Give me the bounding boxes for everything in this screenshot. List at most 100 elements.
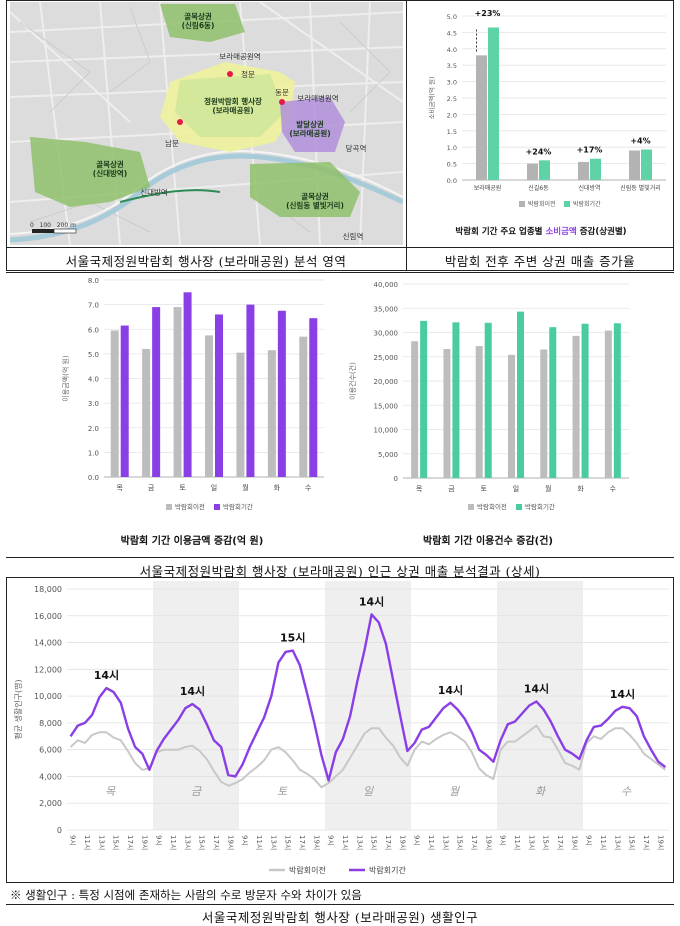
x-category-label: 신길6동 xyxy=(528,184,549,192)
chart4-population: 0 2,000 4,000 6,000 8,000 10,000 12,000 14,000 1… xyxy=(7,578,673,882)
x-hour-label: 17시 xyxy=(384,835,392,850)
map-label-gol-byeolbit: 골목상권 (신림동 별빛거리) xyxy=(286,192,344,210)
map-image xyxy=(10,2,403,245)
day-label: 금 xyxy=(191,785,202,798)
map-label-gate-dong: 동문 xyxy=(275,88,289,97)
x-hour-label: 15시 xyxy=(542,835,550,850)
x-hour-label: 15시 xyxy=(628,835,636,850)
y-tick-label: 5.0 xyxy=(88,351,99,359)
bar-before xyxy=(443,348,451,478)
chart1-sales-growth: 0.0 0.5 1.0 1.5 2.0 2.5 3.0 3.5 4.0 4.5 5.0 보라매공원 신길… xyxy=(410,2,672,245)
y-axis-label: 이용건수(건) xyxy=(348,362,357,400)
series-line-during xyxy=(69,613,667,782)
population-note: ※ 생활인구 : 특정 시점에 존재하는 사람의 수로 방문자 수와 차이가 있… xyxy=(10,888,362,902)
chart2-amount: 0.0 1.0 2.0 3.0 4.0 5.0 6.0 7.0 8.0 목 금 토 일 월 화 수 이용금액(억… xyxy=(56,272,328,552)
map-caption: 서울국제정원박람회 행사장 (보라매공원) 분석 영역 xyxy=(65,254,347,269)
y-tick-label: 18,000 xyxy=(34,585,62,594)
legend-label: 박람회기간 xyxy=(573,200,601,208)
chart2-title: 박람회 기간 이용금액 증감(억 원) xyxy=(120,536,264,547)
chart1-caption: 박람회 전후 주변 상권 매출 증가율 xyxy=(444,254,636,269)
bar-before xyxy=(475,346,483,478)
map-label-gate-jeong: 정문 xyxy=(241,70,255,79)
y-axis-label: 평균 생활인구(명) xyxy=(13,679,23,739)
growth-annotation: +24% xyxy=(526,147,552,156)
chart3-count: 0 5,000 10,000 15,000 20,000 25,000 30,000 35,0… xyxy=(343,272,633,552)
x-category-label: 화 xyxy=(274,484,281,492)
peak-label: 14시 xyxy=(180,685,205,698)
x-hour-label: 9시 xyxy=(327,835,335,846)
y-tick-label: 4.5 xyxy=(447,29,457,37)
chart3-title: 박람회 기간 이용건수 증감(건) xyxy=(423,536,553,547)
x-category-label: 월 xyxy=(545,484,551,493)
bar-during xyxy=(517,311,524,478)
bar-during xyxy=(309,318,318,477)
peak-label: 14시 xyxy=(524,682,549,695)
bar-before xyxy=(527,163,538,180)
y-tick-label: 0.5 xyxy=(447,161,457,169)
row2-caption: 서울국제정원박람회 행사장 (보라매공원) 인근 상권 매출 분석결과 (상세) xyxy=(139,564,541,579)
bar-during xyxy=(613,323,621,478)
x-category-label: 토 xyxy=(179,484,186,492)
y-tick-label: 3.0 xyxy=(447,79,457,87)
x-hour-label: 15시 xyxy=(198,835,206,850)
x-hour-label: 15시 xyxy=(284,835,292,850)
peak-label: 15시 xyxy=(280,632,305,645)
x-category-label: 신림동 별빛거리 xyxy=(620,184,661,192)
day-label: 수 xyxy=(621,785,632,798)
bar-during xyxy=(641,149,652,180)
x-hour-label: 17시 xyxy=(556,835,564,850)
x-hour-label: 19시 xyxy=(570,835,578,850)
bar-during xyxy=(452,322,460,478)
y-tick-label: 14,000 xyxy=(34,639,62,648)
y-tick-label: 16,000 xyxy=(34,612,62,621)
map-label-station-boramaebyeongwon: 보라매병원역 xyxy=(297,94,339,103)
day-label: 목 xyxy=(105,785,116,798)
y-tick-label: 25,000 xyxy=(374,354,399,362)
map-label-station-sindaebang: 신대방역 xyxy=(140,188,168,197)
x-hour-label: 15시 xyxy=(370,835,378,850)
growth-annotation: +23% xyxy=(475,9,501,18)
chart3-svg: 0 5,000 10,000 15,000 20,000 25,000 30,000 35,0… xyxy=(348,281,629,511)
x-hour-label: 9시 xyxy=(155,835,163,846)
bar-during xyxy=(484,322,492,478)
legend-swatch xyxy=(516,504,522,510)
legend-label: 박람회이전 xyxy=(528,200,556,208)
x-hour-label: 19시 xyxy=(226,835,234,850)
x-hour-label: 17시 xyxy=(298,835,306,850)
analysis-area-map: 골목상권 (신림6동) 보라매공원역 정문 정원박람회 행사장 (보라매공원) … xyxy=(10,2,403,245)
day-label: 월 xyxy=(449,785,460,798)
bar-before xyxy=(476,55,487,180)
x-hour-label: 19시 xyxy=(140,835,148,850)
chart4-caption: 서울국제정원박람회 행사장 (보라매공원) 생활인구 xyxy=(201,910,479,925)
legend-swatch xyxy=(519,201,525,207)
x-category-label: 신대방역 xyxy=(578,184,600,192)
x-hour-label: 11시 xyxy=(599,835,607,850)
x-category-label: 보라매공원 xyxy=(474,184,502,192)
day-label: 토 xyxy=(277,785,288,798)
legend-label: 박람회기간 xyxy=(525,502,555,511)
y-tick-label: 2.0 xyxy=(447,111,457,119)
bar-during xyxy=(120,325,129,477)
x-category-label: 화 xyxy=(577,485,584,493)
legend-swatch xyxy=(214,504,220,510)
bar-during xyxy=(549,327,557,478)
x-hour-label: 13시 xyxy=(613,835,621,850)
x-hour-label: 9시 xyxy=(69,835,77,846)
map-label-gate-nam: 남문 xyxy=(165,139,179,148)
y-tick-label: 1.0 xyxy=(88,449,99,457)
bar-before xyxy=(578,161,589,180)
top-row-frame xyxy=(6,0,674,271)
y-tick-label: 1.0 xyxy=(447,144,457,152)
legend-swatch xyxy=(468,504,474,510)
bar-during xyxy=(420,320,428,478)
y-tick-label: 8.0 xyxy=(88,277,99,285)
y-tick-label: 0 xyxy=(394,475,398,483)
peak-label: 14시 xyxy=(94,669,119,682)
x-hour-label: 9시 xyxy=(499,835,507,846)
bar-during xyxy=(539,160,550,180)
bar-during xyxy=(183,292,192,477)
peak-label: 14시 xyxy=(359,595,384,608)
chart2-svg: 0.0 1.0 2.0 3.0 4.0 5.0 6.0 7.0 8.0 목 금 토 일 월 화 수 이용금액(억… xyxy=(61,277,324,511)
x-hour-label: 11시 xyxy=(427,835,435,850)
bar-before xyxy=(508,354,515,478)
